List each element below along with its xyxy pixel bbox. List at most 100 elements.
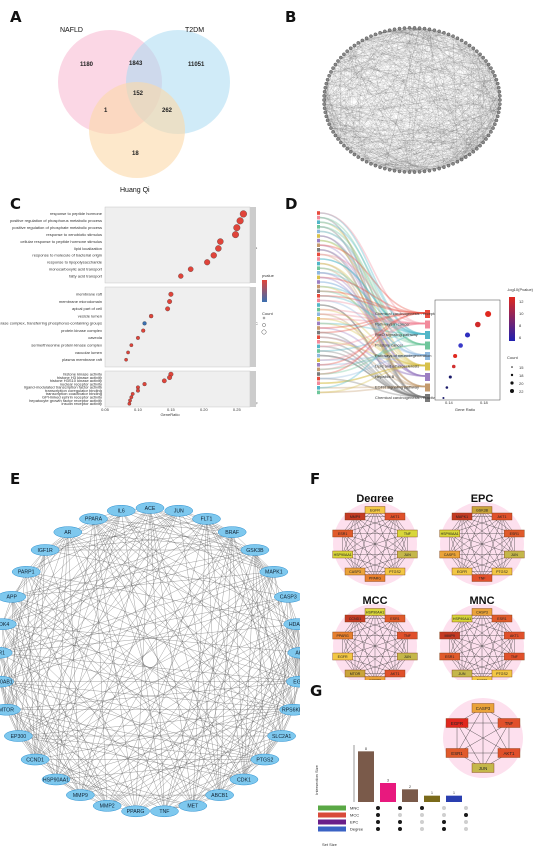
kegg-dot — [442, 397, 444, 399]
go-dot — [136, 386, 140, 390]
network-node — [447, 164, 450, 167]
hub6-node-label: EGFR — [451, 721, 463, 726]
venn-label-huangqi: Huang Qi — [120, 187, 150, 194]
hub-network-edge — [2, 624, 265, 759]
go-term-label: vacuolar lumen — [75, 350, 102, 355]
hub-network-edge — [94, 519, 136, 811]
network-node — [489, 130, 492, 133]
hub-node-label: ABCB1 — [211, 793, 228, 799]
network-node — [329, 70, 332, 73]
kegg-legend-size-dot — [510, 381, 513, 384]
sankey-gene-node — [317, 377, 320, 381]
network-node — [498, 107, 501, 110]
go-term-label: monocarboxylic acid transport — [49, 266, 103, 271]
upset-set-bar — [318, 806, 346, 811]
network-node — [496, 115, 499, 118]
kegg-legend-c2: 10 — [519, 311, 524, 316]
upset-bar — [402, 789, 418, 802]
go-enrichment-dotplot: GeneRatio pvalue Count BP CC MF response… — [0, 195, 275, 440]
panel-f-label: F — [310, 470, 320, 488]
upset-bar-value: 1 — [431, 791, 433, 795]
network-edge — [326, 116, 380, 167]
network-node — [334, 134, 337, 137]
hub-network-edge — [18, 736, 80, 795]
network-node — [329, 126, 332, 129]
upset-set-bar — [318, 820, 346, 825]
sankey-gene-node — [317, 262, 320, 266]
network-node — [475, 147, 478, 150]
go-dot — [136, 336, 140, 340]
go-dot — [188, 267, 193, 272]
network-node — [388, 168, 391, 171]
go-term-label: fatty acid transport — [69, 273, 103, 278]
subnet-node-label: CASP3 — [476, 611, 488, 615]
network-edge — [399, 68, 490, 171]
go-legend-count-title: Count — [262, 311, 274, 316]
subnet-node-label: JUN — [511, 553, 518, 557]
go-term-label: positive regulation of phosphorus metabo… — [10, 218, 102, 223]
sankey-pathway-label: Pathways in cancer — [375, 322, 410, 327]
subnet-node-label: AKT1 — [497, 515, 506, 519]
go-xtick: 0.25 — [233, 407, 242, 412]
go-facet-strip — [250, 207, 256, 283]
network-node — [493, 123, 496, 126]
sankey-gene-node — [317, 280, 320, 284]
go-legend-size-dot — [263, 317, 265, 319]
hub-node-label: JUN — [174, 509, 184, 515]
sankey-pathway-node — [425, 342, 430, 350]
network-node — [464, 156, 467, 159]
network-node — [336, 137, 339, 140]
network-node — [451, 162, 454, 165]
network-node — [349, 47, 352, 50]
subnet-node-label: TNF — [511, 655, 519, 659]
hub-node-label: MET — [187, 804, 199, 810]
network-node — [479, 53, 482, 56]
subnet-node-label: PPARG — [337, 634, 350, 638]
go-dot — [136, 389, 140, 393]
hub-gene-network: ACEJUNFLT1BRAFGSK3BMAPK1CASP3HDAC1AKT1EG… — [0, 460, 300, 847]
hub-network-edge — [18, 736, 265, 760]
upset-bar-value: 2 — [409, 785, 411, 789]
hub6-node-label: AKT1 — [503, 751, 515, 756]
network-node — [472, 150, 475, 153]
network-node — [339, 141, 342, 144]
hub-network-edge — [12, 597, 81, 795]
network-node — [323, 94, 326, 97]
kegg-xtick-1: 0.14 — [445, 400, 454, 405]
go-term-label: apical part of cell — [72, 306, 102, 311]
kegg-legend-colorbar — [509, 297, 515, 341]
network-node — [339, 56, 342, 59]
sankey-gene-node — [317, 349, 320, 353]
go-dot — [143, 321, 147, 325]
upset-set-label: EPC — [350, 820, 358, 825]
sankey-gene-node — [317, 317, 320, 321]
upset-matrix-dot — [442, 806, 446, 810]
network-node — [325, 115, 328, 118]
upset-matrix-dot — [398, 813, 402, 817]
network-node — [484, 137, 487, 140]
go-dot — [215, 245, 221, 251]
upset-set-bar — [318, 813, 346, 818]
panel-b-label: B — [285, 8, 296, 26]
hub-node-label: HSP90AB1 — [0, 679, 13, 685]
go-dot — [130, 395, 133, 398]
network-node — [324, 86, 327, 89]
network-node — [496, 82, 499, 85]
network-node — [456, 160, 459, 163]
network-node — [495, 119, 498, 122]
network-node — [493, 74, 496, 77]
network-node — [433, 29, 436, 32]
go-dot — [234, 224, 241, 231]
panel-d: D Gene Ratio 0.14 0.18 -log10(Pvalue) 12… — [275, 195, 550, 440]
network-node — [498, 94, 501, 97]
hub-node-label: GSK3B — [246, 548, 264, 554]
upset-matrix-dot — [420, 820, 424, 824]
sankey-gene-node — [317, 216, 320, 220]
network-node — [408, 26, 411, 29]
go-dot — [178, 274, 183, 279]
upset-matrix-dot — [442, 813, 446, 817]
network-node — [403, 170, 406, 173]
network-node — [323, 90, 326, 93]
subnet-node-label: GSK3B — [476, 509, 489, 513]
